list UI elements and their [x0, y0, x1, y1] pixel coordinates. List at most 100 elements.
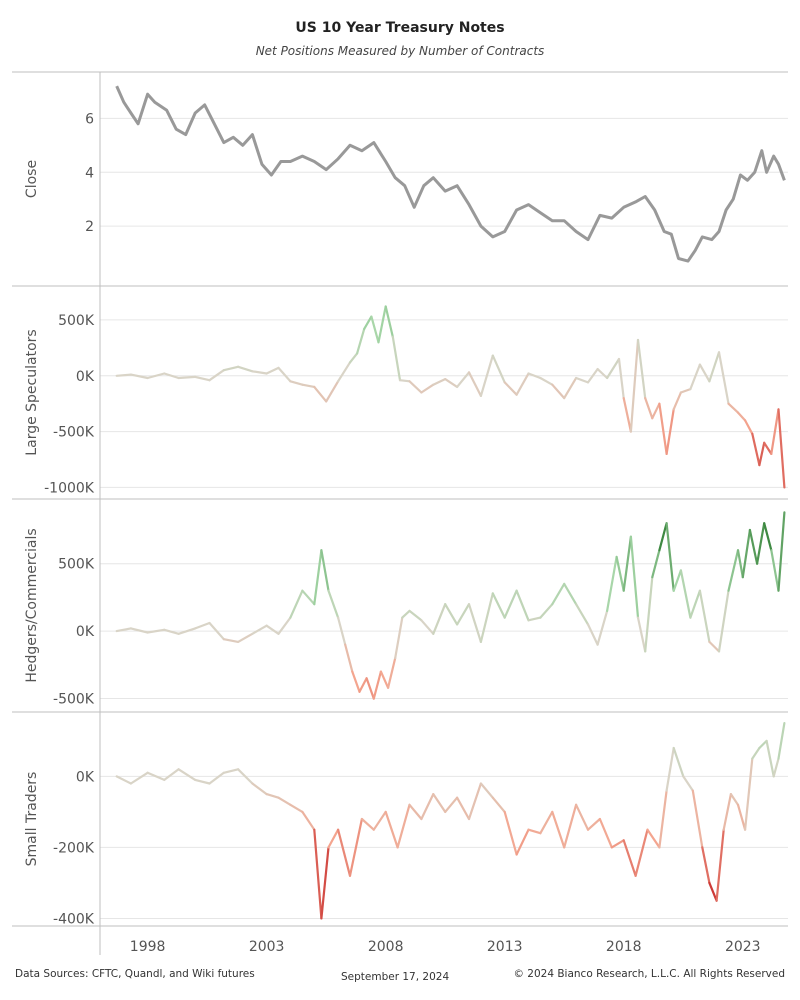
series-segment	[743, 419, 754, 435]
series-segment	[444, 796, 459, 814]
series-segment	[146, 771, 166, 782]
series-segment	[672, 746, 685, 778]
series-segment	[515, 372, 530, 396]
series-segment	[679, 388, 692, 394]
y-axis-title: Large Speculators	[24, 329, 40, 455]
series-segment	[763, 522, 773, 552]
series-segment	[384, 810, 399, 849]
series-segment	[351, 670, 361, 693]
series-segment	[665, 522, 675, 592]
series-segment	[770, 408, 780, 455]
series-segment	[348, 817, 363, 877]
series-segment	[527, 828, 542, 835]
series-segment	[432, 378, 447, 386]
series-segment	[748, 528, 759, 565]
series-segment	[758, 441, 766, 467]
series-segment	[208, 621, 225, 641]
series-segment	[527, 372, 542, 380]
series-segment	[722, 792, 733, 831]
series-segment	[444, 603, 459, 626]
panel-large-speculators: -1000K -500K 0K 500K Large Speculators	[12, 285, 788, 496]
series-segment	[605, 357, 621, 380]
series-segment	[736, 549, 744, 579]
series-segment	[644, 397, 654, 420]
panel-small-traders: -400K -200K 0K Small Traders	[12, 711, 788, 927]
series-segment	[615, 555, 625, 592]
series-segment	[313, 385, 328, 403]
series-segment	[636, 338, 647, 400]
series-segment	[563, 376, 578, 400]
series-segment	[301, 383, 316, 388]
series-segment	[777, 721, 786, 760]
series-segment	[491, 354, 506, 384]
y-axis-title: Hedgers/Commercials	[24, 528, 40, 682]
series-segment	[408, 380, 423, 394]
series-segment	[358, 677, 368, 693]
panel-hedgers-commercials: -500K 0K 500K Hedgers/Commercials	[12, 498, 788, 708]
y-axis-title: Small Traders	[24, 772, 40, 867]
series-segment	[237, 365, 254, 373]
series-segment	[551, 383, 566, 400]
series-segment	[277, 366, 292, 383]
series-segment	[527, 616, 542, 622]
series-segment	[146, 372, 166, 380]
series-segment	[563, 803, 578, 849]
series-segment	[289, 380, 304, 386]
series-segment	[658, 522, 668, 552]
series-segment	[586, 623, 599, 646]
series-segment	[503, 381, 518, 396]
series-segment	[551, 582, 566, 606]
series-segment	[479, 782, 494, 799]
series-segment	[698, 363, 711, 383]
series-segment	[372, 670, 382, 700]
series-segment	[503, 589, 518, 619]
series-segment	[301, 589, 316, 606]
series-segment	[651, 549, 661, 579]
series-segment	[515, 589, 530, 622]
series-segment	[194, 778, 211, 785]
series-segment	[467, 603, 482, 644]
series-segment	[777, 511, 786, 592]
series-segment	[363, 315, 373, 330]
series-segment	[277, 796, 292, 806]
series-segment	[337, 828, 352, 877]
series-segment	[701, 846, 711, 885]
series-segment	[672, 569, 683, 592]
series-segment	[408, 609, 423, 622]
y-axis-title: Close	[24, 160, 40, 198]
close-line	[115, 85, 786, 263]
series-segment	[586, 368, 599, 384]
x-tick-label: 2008	[368, 939, 404, 955]
series-segment	[208, 369, 225, 382]
series-segment	[629, 338, 640, 433]
copyright-note: © 2024 Bianco Research, L.L.C. All Right…	[513, 968, 785, 980]
series-segment	[586, 817, 602, 831]
series-segment	[115, 775, 132, 785]
series-segment	[717, 589, 730, 653]
series-segment	[360, 817, 375, 831]
series-segment	[327, 828, 340, 849]
series-segment	[456, 603, 471, 626]
series-segment	[598, 817, 613, 849]
series-segment	[574, 803, 590, 831]
series-segment	[265, 366, 280, 375]
series-segment	[765, 739, 775, 778]
series-segment	[194, 621, 211, 630]
series-segment	[658, 789, 668, 849]
series-segment	[265, 624, 280, 635]
series-segment	[146, 628, 166, 634]
series-segment	[384, 305, 394, 338]
series-segment	[665, 746, 675, 792]
series-segment	[596, 609, 609, 646]
series-segment	[515, 828, 530, 856]
series-segment	[539, 376, 554, 386]
series-segment	[622, 535, 633, 592]
series-segment	[177, 375, 197, 380]
series-segment	[237, 768, 254, 785]
series-segment	[743, 757, 754, 831]
series-segment	[398, 379, 411, 383]
series-segment	[337, 616, 347, 646]
series-segment	[356, 327, 366, 355]
series-segment	[313, 828, 323, 920]
series-segment	[672, 391, 683, 411]
